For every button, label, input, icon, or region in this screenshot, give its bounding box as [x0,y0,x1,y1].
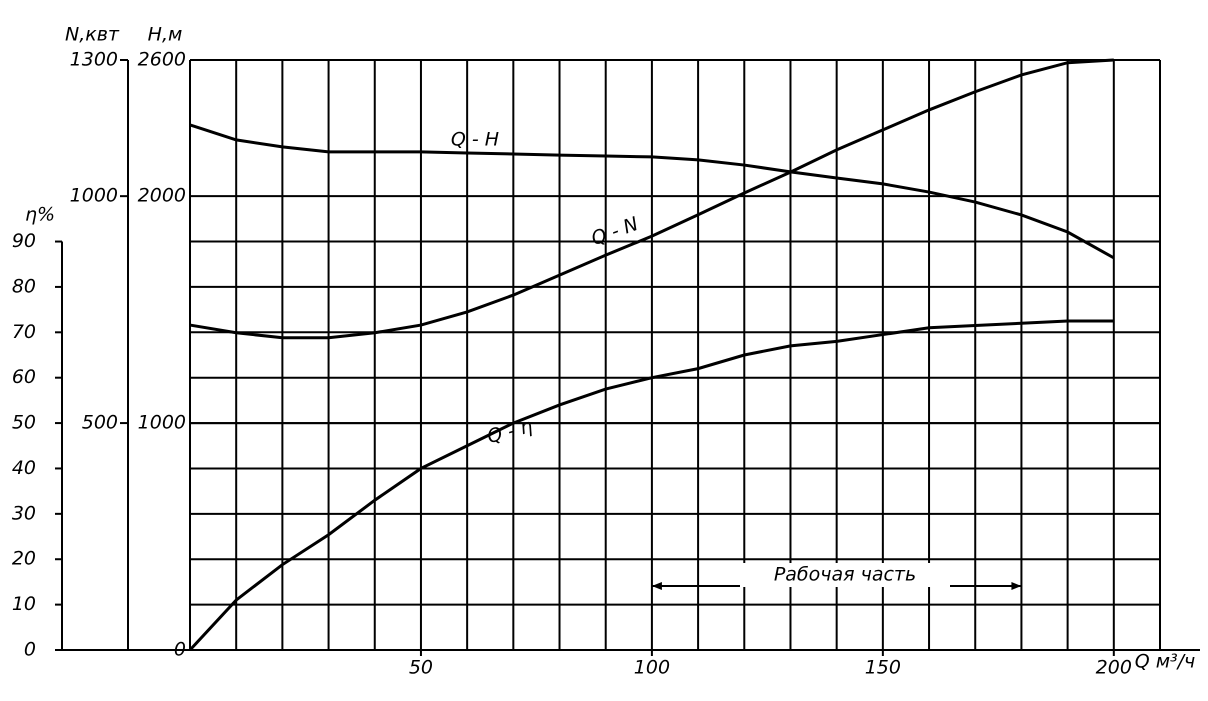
y2-tick-label: 500 [82,412,118,434]
x-tick-label: 100 [634,657,670,679]
curve [189,123,1115,260]
x-tick-label: 200 [1096,657,1132,679]
curve [189,58,1114,340]
y3-tick-label: 0 [24,639,36,661]
y3-tick-label: 20 [12,548,36,570]
y3-tick-label: 60 [12,366,36,388]
y3-tick-label: 40 [12,457,36,479]
y3-tick-label: 80 [12,275,36,297]
y2-tick-label: 1300 [70,49,118,71]
label-bg [740,563,950,587]
y3-tick-label: 50 [12,412,36,434]
y3-axis-label: η% [25,204,55,226]
y-tick-label: 2000 [138,185,186,207]
y-axis-label: H,м [148,24,183,46]
y3-tick-label: 70 [12,321,36,343]
y3-tick-label: 10 [12,593,36,615]
series-label: Q - H [451,129,499,151]
curve [188,319,1114,652]
y3-tick-label: 30 [12,502,36,524]
working-range-label: Рабочая часть [774,564,916,586]
y-tick-label: 2600 [138,49,186,71]
y-tick-label: 1000 [138,412,186,434]
y2-tick-label: 1000 [70,185,118,207]
y2-axis-label: N,квт [65,24,120,46]
x-tick-label: 150 [865,657,901,679]
series-label: Q - η [485,415,535,448]
arrow-head [651,582,662,590]
arrow-head [1011,582,1022,590]
x-axis-label: Q м³/ч [1135,651,1196,673]
x-tick-label: 50 [409,657,433,679]
y3-tick-label: 90 [12,230,36,252]
